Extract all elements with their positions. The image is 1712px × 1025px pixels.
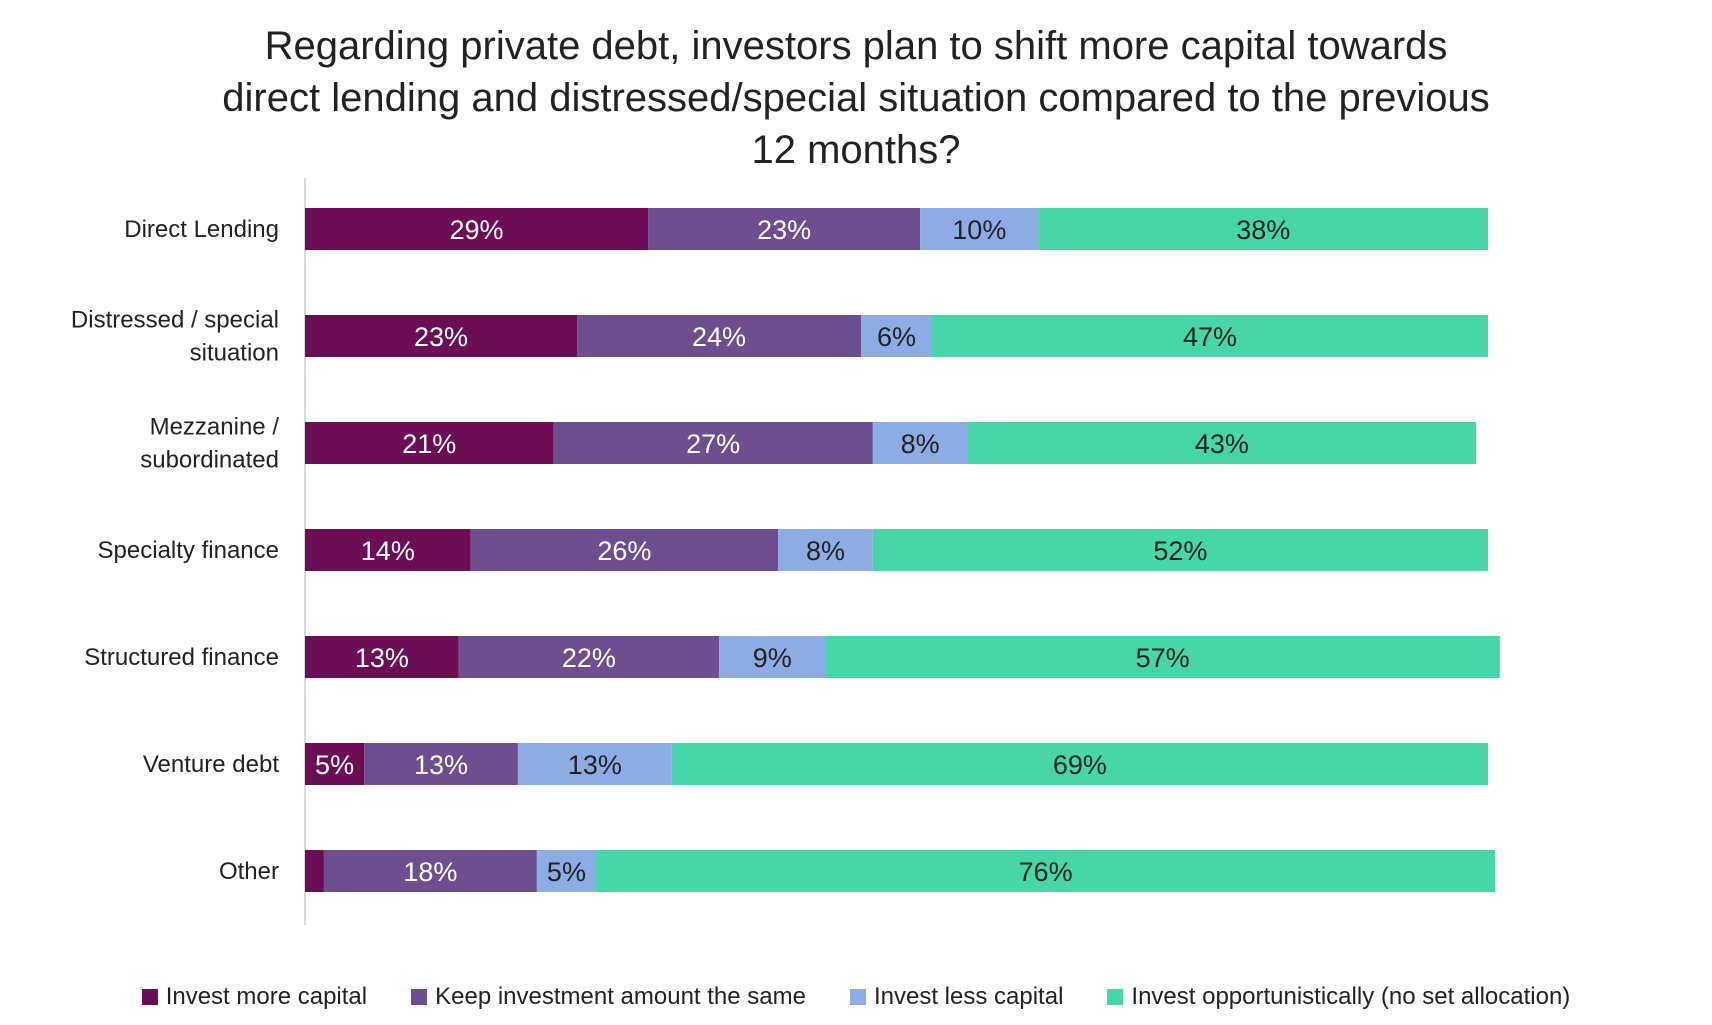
data-label-distressed-special-situation-series-2: 24% xyxy=(692,322,746,352)
bar-segment-venture-debt-series-3 xyxy=(517,743,672,785)
bar-segment-mezzanine-subordinated-series-2 xyxy=(553,422,873,464)
chart-title: Regarding private debt, investors plan t… xyxy=(222,24,1490,172)
legend-swatch-1 xyxy=(141,989,158,1005)
category-label-other: Other xyxy=(219,858,279,885)
bar-segment-mezzanine-subordinated-series-4 xyxy=(967,422,1477,464)
bar-segment-venture-debt-series-4 xyxy=(671,743,1488,785)
data-label-other-series-3: 5% xyxy=(547,857,586,887)
bar-segment-distressed-special-situation-series-4 xyxy=(931,315,1488,357)
category-label-specialty-finance: Specialty finance xyxy=(98,537,279,564)
data-label-venture-debt-series-3: 13% xyxy=(568,750,622,780)
legend-swatch-3 xyxy=(849,989,866,1005)
data-label-other-series-2: 18% xyxy=(403,857,457,887)
data-label-distressed-special-situation-series-4: 47% xyxy=(1183,322,1237,352)
data-label-venture-debt-series-2: 13% xyxy=(414,750,468,780)
data-label-direct-lending-series-4: 38% xyxy=(1236,215,1290,245)
category-label-direct-lending: Direct Lending xyxy=(124,216,279,243)
bar-segment-mezzanine-subordinated-series-3 xyxy=(872,422,968,464)
data-label-specialty-finance-series-1: 14% xyxy=(361,536,415,566)
bar-segment-other-series-4 xyxy=(596,850,1496,892)
bar-segment-direct-lending-series-2 xyxy=(648,208,921,250)
legend-swatch-2 xyxy=(411,989,428,1005)
legend-label-3: Invest less capital xyxy=(873,983,1064,1010)
bar-segment-direct-lending-series-3 xyxy=(920,208,1039,250)
category-labels: Direct Lending Distressed / special situat… xyxy=(71,216,279,885)
data-label-structured-finance-series-2: 22% xyxy=(562,643,616,673)
bar-segment-specialty-finance-series-3 xyxy=(778,529,873,571)
bar-segment-distressed-special-situation-series-1 xyxy=(305,315,578,357)
legend-item-1: Invest more capital xyxy=(141,983,368,1011)
legend-swatch-4 xyxy=(1107,989,1124,1005)
bar-segment-other-series-2 xyxy=(323,850,537,892)
category-label-mezzanine-subordinated: Mezzanine / subordinated xyxy=(140,414,279,474)
data-label-direct-lending-series-3: 10% xyxy=(952,215,1006,245)
data-label-mezzanine-subordinated-series-1: 21% xyxy=(402,429,456,459)
bar-segment-structured-finance-series-3 xyxy=(719,636,826,678)
bar-segment-venture-debt-series-1 xyxy=(305,743,365,785)
bar-segment-structured-finance-series-2 xyxy=(458,636,720,678)
bar-segment-distressed-special-situation-series-3 xyxy=(861,315,932,357)
bar-segment-specialty-finance-series-2 xyxy=(470,529,779,571)
data-label-specialty-finance-series-4: 52% xyxy=(1153,536,1207,566)
legend-item-4: Invest opportunistically (no set allocat… xyxy=(1107,983,1570,1011)
category-label-distressed-special-situation: Distressed / special situation xyxy=(71,307,279,367)
legend-label-4: Invest opportunistically (no set allocat… xyxy=(1131,983,1571,1010)
bar-segment-specialty-finance-series-1 xyxy=(305,529,471,571)
data-label-structured-finance-series-1: 13% xyxy=(355,643,409,673)
data-label-structured-finance-series-4: 57% xyxy=(1136,643,1190,673)
legend: Invest more capital Keep investment amoun… xyxy=(0,983,1712,1011)
bar-segment-specialty-finance-series-4 xyxy=(872,529,1488,571)
bar-segment-structured-finance-series-4 xyxy=(825,636,1500,678)
category-label-structured-finance: Structured finance xyxy=(84,644,279,671)
legend-label-1: Invest more capital xyxy=(165,983,368,1010)
data-label-mezzanine-subordinated-series-3: 8% xyxy=(901,429,940,459)
data-label-specialty-finance-series-2: 26% xyxy=(597,536,651,566)
legend-item-3: Invest less capital xyxy=(849,983,1064,1011)
bar-segment-venture-debt-series-2 xyxy=(364,743,518,785)
bar-segment-direct-lending-series-1 xyxy=(305,208,649,250)
data-label-venture-debt-series-1: 5% xyxy=(315,750,354,780)
bar-segment-mezzanine-subordinated-series-1 xyxy=(305,422,554,464)
bar-segment-direct-lending-series-4 xyxy=(1038,208,1488,250)
data-label-structured-finance-series-3: 9% xyxy=(753,643,792,673)
data-label-other-series-4: 76% xyxy=(1019,857,1073,887)
data-label-venture-debt-series-4: 69% xyxy=(1053,750,1107,780)
data-label-specialty-finance-series-3: 8% xyxy=(806,536,845,566)
bar-segment-other-series-1 xyxy=(305,850,324,892)
data-label-mezzanine-subordinated-series-4: 43% xyxy=(1195,429,1249,459)
legend-label-2: Keep investment amount the same xyxy=(435,983,806,1010)
data-label-direct-lending-series-2: 23% xyxy=(757,215,811,245)
category-label-venture-debt: Venture debt xyxy=(143,751,279,778)
data-label-mezzanine-subordinated-series-2: 27% xyxy=(686,429,740,459)
data-label-distressed-special-situation-series-3: 6% xyxy=(877,322,916,352)
bar-segment-other-series-3 xyxy=(536,850,597,892)
bar-segment-distressed-special-situation-series-2 xyxy=(577,315,862,357)
data-label-direct-lending-series-1: 29% xyxy=(450,215,504,245)
data-label-distressed-special-situation-series-1: 23% xyxy=(414,322,468,352)
bar-segment-structured-finance-series-1 xyxy=(305,636,459,678)
legend-item-2: Keep investment amount the same xyxy=(411,983,806,1011)
bars-group: 29% 23% 10% 38% 23% 24% 6% 47% 21% 27% 8% 43% 14% 26%… xyxy=(305,208,1500,892)
